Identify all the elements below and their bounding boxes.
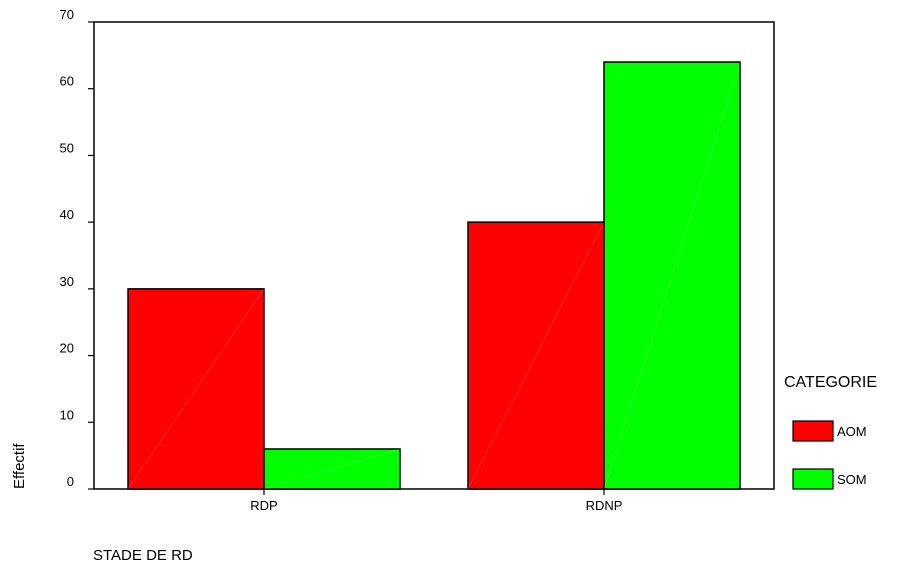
legend-swatch-aom (793, 421, 833, 441)
legend-title: CATEGORIE (784, 374, 877, 391)
y-tick-label: 40 (60, 207, 74, 222)
y-tick-label: 60 (60, 74, 74, 89)
y-tick-label: 30 (60, 274, 74, 289)
y-tick-label: 70 (60, 7, 74, 22)
legend-label-aom: AOM (837, 424, 867, 439)
legend-label-som: SOM (837, 472, 867, 487)
x-tick-label: RDP (250, 498, 277, 513)
y-tick-label: 0 (67, 474, 74, 489)
legend: AOM SOM (793, 421, 867, 489)
y-tick-label: 10 (60, 407, 74, 422)
legend-swatch-som (793, 469, 833, 489)
y-tick-label: 20 (60, 341, 74, 356)
x-axis-title: STADE DE RD (93, 547, 193, 564)
y-axis-title: Effectif (11, 443, 28, 489)
y-tick-label: 50 (60, 140, 74, 155)
x-tick-label: RDNP (586, 498, 623, 513)
